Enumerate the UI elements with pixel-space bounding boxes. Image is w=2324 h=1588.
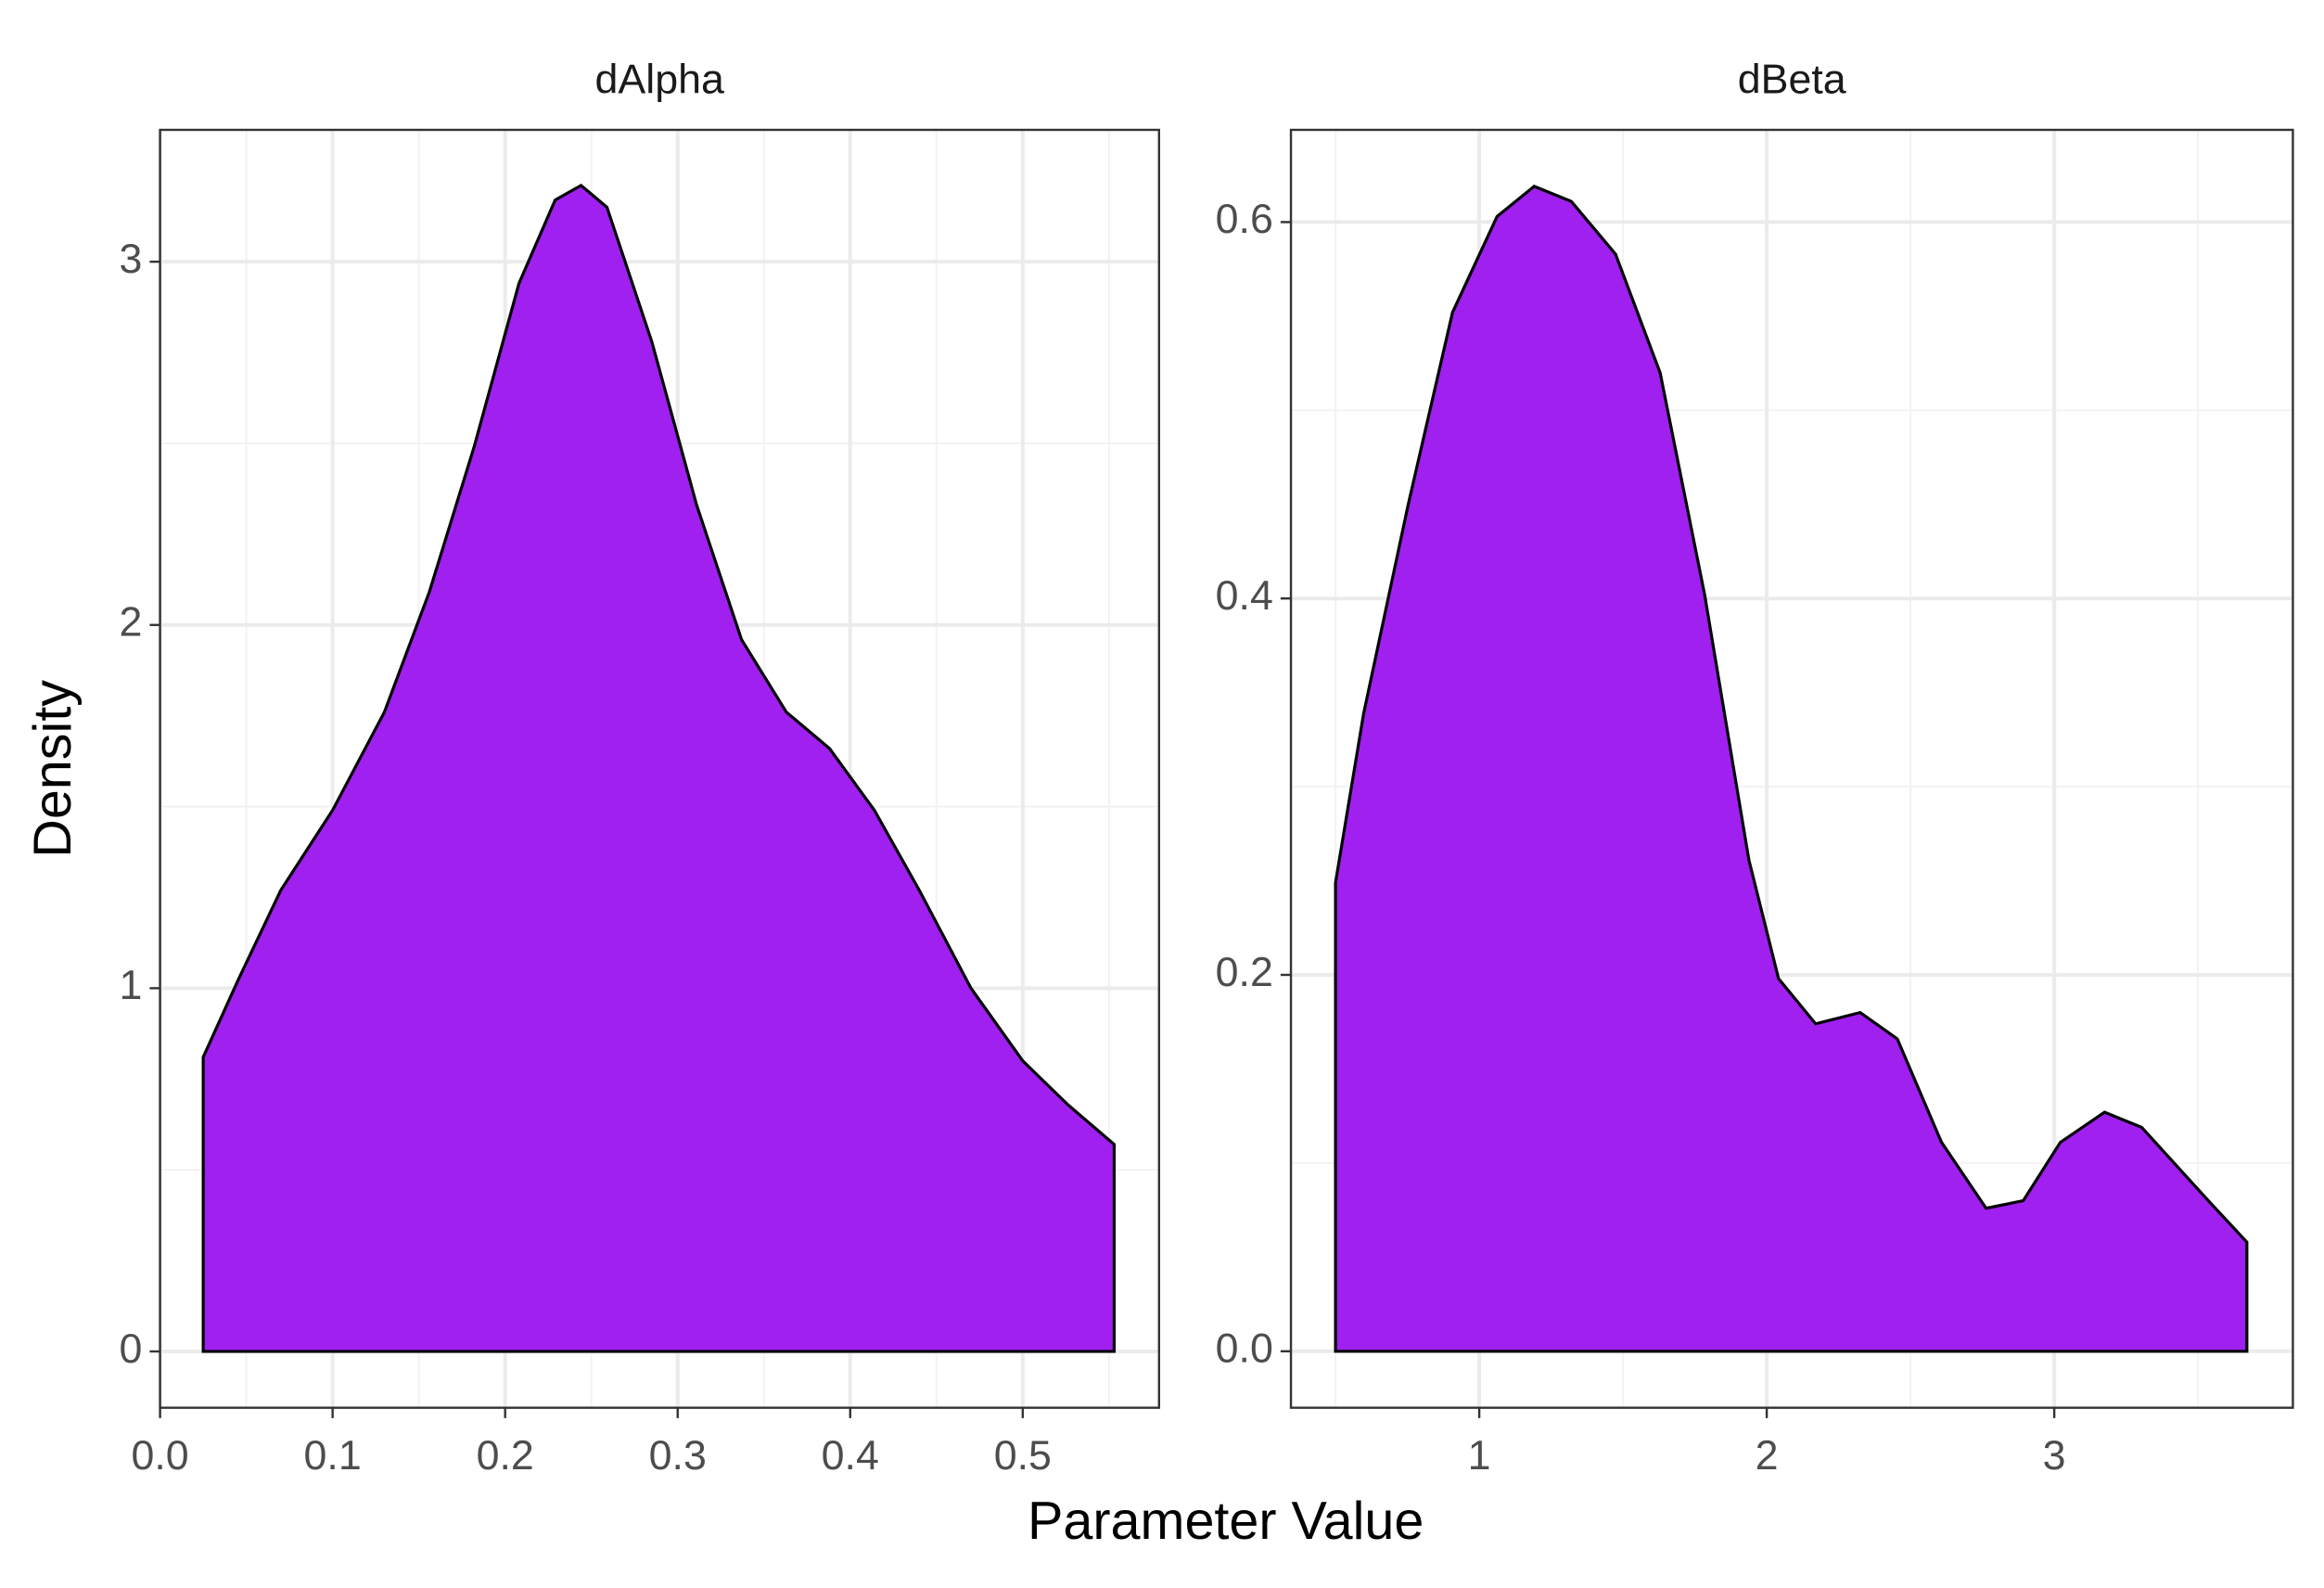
- x-tick-label: 0.0: [131, 1432, 188, 1479]
- x-tick-label: 0.5: [994, 1432, 1052, 1479]
- y-tick-label: 0.4: [1216, 572, 1273, 619]
- x-tick-label: 0.3: [649, 1432, 707, 1479]
- y-tick-label: 2: [120, 599, 143, 646]
- density-area: [201, 183, 1117, 1353]
- y-tick-label: 0.2: [1216, 949, 1273, 995]
- panel-border: [159, 128, 1161, 1409]
- x-tick-label: 0.2: [477, 1432, 534, 1479]
- y-tick-label: 0.6: [1216, 196, 1273, 242]
- x-axis-label: Parameter Value: [1028, 1492, 1424, 1551]
- density-area: [1334, 185, 2249, 1353]
- y-tick-label: 0: [120, 1325, 143, 1372]
- facet-title: dBeta: [1738, 57, 1846, 103]
- facet-title: dAlpha: [595, 57, 724, 103]
- y-tick-label: 0.0: [1216, 1325, 1273, 1372]
- x-tick-label: 3: [2043, 1432, 2066, 1479]
- y-tick-label: 3: [120, 236, 143, 282]
- y-axis-label: Density: [23, 680, 83, 858]
- x-tick-label: 1: [1468, 1432, 1491, 1479]
- y-tick-label: 1: [120, 962, 143, 1008]
- x-tick-label: 2: [1756, 1432, 1779, 1479]
- x-tick-label: 0.1: [304, 1432, 362, 1479]
- x-tick-label: 0.4: [822, 1432, 879, 1479]
- panel-border: [1289, 128, 2294, 1409]
